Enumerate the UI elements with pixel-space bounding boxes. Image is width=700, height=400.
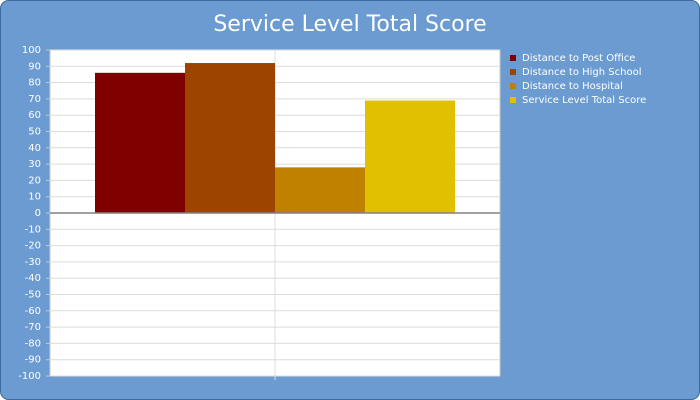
y-tick-label: 30 xyxy=(28,159,41,170)
y-tick-label: -70 xyxy=(25,322,41,333)
y-tick-label: -10 xyxy=(25,224,41,235)
y-tick-label: 10 xyxy=(28,192,41,203)
y-tick-label: -80 xyxy=(25,338,41,349)
bar xyxy=(95,72,185,213)
legend-swatch xyxy=(510,97,516,103)
bar xyxy=(275,167,365,213)
y-tick-label: 20 xyxy=(28,175,41,186)
bar xyxy=(365,100,455,213)
y-tick-label: 70 xyxy=(28,94,41,105)
y-tick-label: 50 xyxy=(28,127,41,138)
legend-swatch xyxy=(510,83,516,89)
y-tick-label: 60 xyxy=(28,110,41,121)
y-tick-label: -60 xyxy=(25,306,41,317)
y-tick-label: 40 xyxy=(28,143,41,154)
y-tick-label: -20 xyxy=(25,241,41,252)
bar xyxy=(185,63,275,213)
legend-label: Distance to Post Office xyxy=(522,53,635,64)
y-tick-label: -100 xyxy=(18,371,41,382)
y-tick-label: -90 xyxy=(25,355,41,366)
legend-swatch xyxy=(510,55,516,61)
y-tick-label: 100 xyxy=(22,45,41,56)
y-tick-label: -40 xyxy=(25,273,41,284)
y-tick-label: 90 xyxy=(28,61,41,72)
legend-label: Distance to Hospital xyxy=(522,81,623,92)
y-tick-label: -30 xyxy=(25,257,41,268)
legend-swatch xyxy=(510,69,516,75)
y-tick-label: 80 xyxy=(28,78,41,89)
legend-label: Distance to High School xyxy=(522,67,641,78)
y-tick-label: -50 xyxy=(25,290,41,301)
y-tick-label: 0 xyxy=(35,208,41,219)
legend-label: Service Level Total Score xyxy=(522,95,646,106)
chart-title: Service Level Total Score xyxy=(213,12,486,37)
